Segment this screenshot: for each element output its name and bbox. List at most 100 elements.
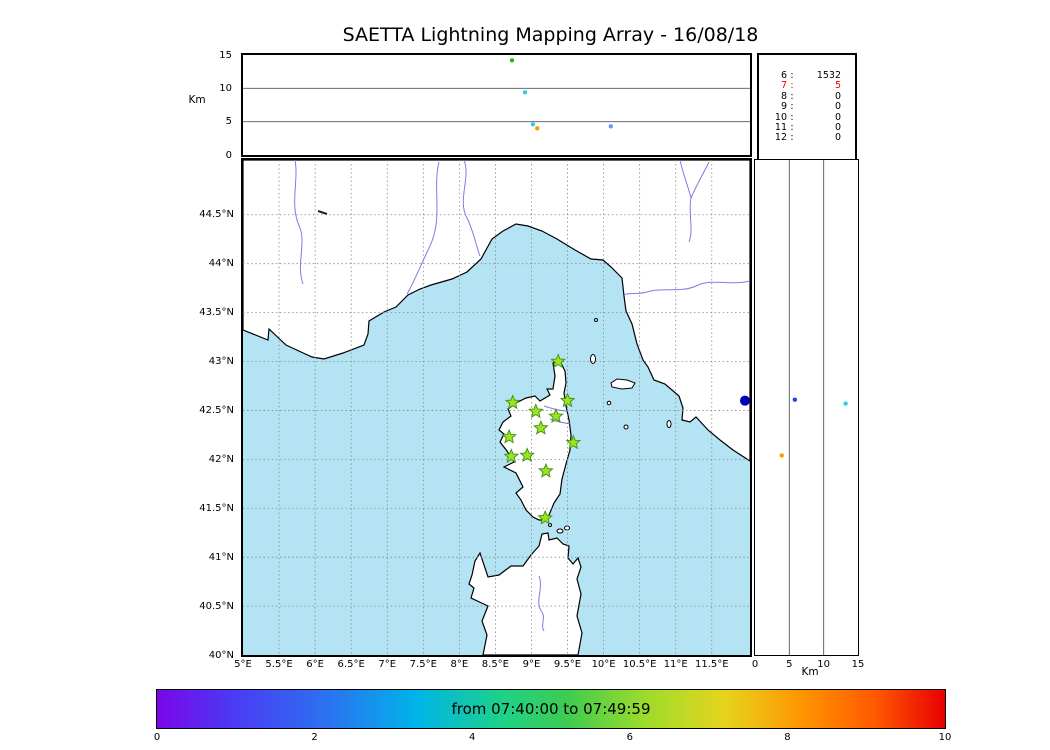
altitude-tick-label: 0	[751, 659, 759, 670]
altitude-axis-unit-label: Km	[188, 94, 206, 106]
river-sardinia	[538, 575, 545, 632]
colorbar-tick-label: 8	[784, 732, 791, 743]
colorbar-tick-label: 6	[626, 732, 633, 743]
lma-stations	[501, 353, 582, 525]
station-count-cell: :	[790, 101, 794, 113]
source-point	[530, 122, 536, 127]
station-count-cell: 0	[834, 101, 841, 113]
altitude-vs-longitude-panel	[241, 53, 752, 157]
station-count-cell: 0	[834, 90, 841, 102]
river	[406, 161, 440, 295]
source-point	[522, 90, 528, 95]
corsica-island	[498, 360, 572, 521]
latitude-tick-label: 41°N	[208, 551, 234, 563]
station-count-row: 11: 0	[759, 122, 855, 134]
figure-title: SAETTA Lightning Mapping Array - 16/08/1…	[342, 24, 759, 46]
station-count-cell: 10	[774, 111, 787, 123]
altitude-tick-label: 5	[225, 116, 232, 128]
station-count-cell: :	[790, 132, 794, 144]
station-count-cell: 5	[834, 80, 841, 92]
longitude-tick-label: 11.5°E	[694, 659, 729, 670]
map-panel	[241, 158, 752, 657]
altitude-axis-unit-label-bottom: Km	[801, 666, 819, 678]
longitude-tick-label: 7°E	[378, 659, 397, 670]
rivers	[294, 160, 750, 632]
station-count-row: 7: 5	[759, 80, 855, 92]
lma-station-star	[503, 448, 520, 464]
station-count-cell: :	[790, 70, 794, 81]
lma-station-star	[533, 419, 549, 435]
altitude-tick-label: 15	[851, 659, 865, 670]
altitude-vs-latitude-panel	[754, 159, 859, 656]
station-count-cell: :	[790, 111, 794, 123]
longitude-tick-label: 8.5°E	[481, 659, 510, 670]
altitude-tick-label: 0	[225, 149, 232, 161]
station-count-cell: :	[790, 80, 794, 92]
station-count-cell: 8	[780, 90, 787, 102]
source-point	[843, 401, 848, 406]
station-count-cell: 7	[780, 80, 787, 92]
gorgona-island	[594, 318, 598, 322]
longitude-tick-label: 11°E	[663, 659, 688, 670]
source-point	[509, 58, 515, 63]
altitude-longitude-plot	[243, 58, 750, 131]
source-point	[779, 453, 784, 458]
longitude-tick-label: 10.5°E	[622, 659, 657, 670]
lma-station-star	[559, 392, 576, 408]
elba-island	[610, 378, 636, 390]
station-count-box: 6: 1532 7: 5 8: 0 9: 0 10: 0 11: 0 12: 0	[757, 53, 857, 173]
station-count-cell: 11	[774, 122, 787, 134]
map-canvas	[243, 160, 750, 655]
river-golo	[543, 405, 569, 412]
lavezzi-island	[548, 523, 552, 527]
latitude-tick-label: 40.5°N	[199, 600, 234, 612]
station-count-cell: 0	[834, 122, 841, 134]
latitude-tick-label: 44°N	[208, 258, 234, 270]
station-count-row: 6: 1532	[759, 70, 855, 81]
altitude-tick-label: 5	[786, 659, 793, 670]
latitude-tick-label: 43.5°N	[199, 307, 234, 319]
lma-station-star	[550, 353, 566, 369]
maddalena-island-2	[564, 525, 570, 531]
lake	[317, 210, 328, 215]
colorbar-tick-label: 4	[469, 732, 476, 743]
altitude-tick-label: 10	[817, 659, 831, 670]
longitude-tick-label: 8°E	[450, 659, 469, 670]
colorbar-tick-label: 10	[938, 732, 952, 743]
giglio-island	[666, 420, 672, 428]
station-count-cell: :	[790, 90, 794, 102]
station-count-cell: 9	[780, 101, 787, 113]
latitude-tick-label: 42°N	[208, 453, 234, 465]
map-gridlines	[243, 160, 750, 655]
longitude-tick-label: 5.5°E	[265, 659, 293, 670]
station-count-cell: :	[790, 122, 794, 134]
mainland-coastline	[243, 160, 750, 462]
river	[294, 160, 304, 285]
lma-station-star	[538, 462, 554, 478]
longitude-tick-label: 7.5°E	[409, 659, 437, 670]
altitude-tick-label: 10	[219, 82, 232, 94]
altitude-tick-label: 15	[219, 49, 232, 61]
longitude-tick-label: 5°E	[234, 659, 252, 670]
longitude-tick-label: 6.5°E	[337, 659, 365, 670]
maddalena-island	[556, 528, 564, 534]
pianosa-island	[606, 400, 612, 406]
lightning-sources	[739, 395, 750, 406]
station-count-row: 12: 0	[759, 132, 855, 144]
latitude-tick-label: 44.5°N	[199, 209, 234, 221]
latitude-tick-label: 41.5°N	[199, 502, 234, 514]
latitude-tick-label: 40°N	[208, 649, 234, 661]
source-point	[792, 397, 798, 402]
longitude-tick-label: 9.5°E	[553, 659, 582, 670]
lma-station-star	[501, 428, 517, 444]
river	[462, 160, 481, 257]
source-point	[608, 124, 614, 129]
longitude-tick-label: 9°E	[522, 659, 541, 670]
lma-station-star	[565, 434, 582, 450]
longitude-tick-label: 10°E	[591, 659, 616, 670]
montecristo-island	[623, 424, 629, 430]
station-count-row: 10: 0	[759, 111, 855, 123]
station-count-cell: 12	[774, 132, 787, 144]
station-count-cell: 0	[834, 111, 841, 123]
